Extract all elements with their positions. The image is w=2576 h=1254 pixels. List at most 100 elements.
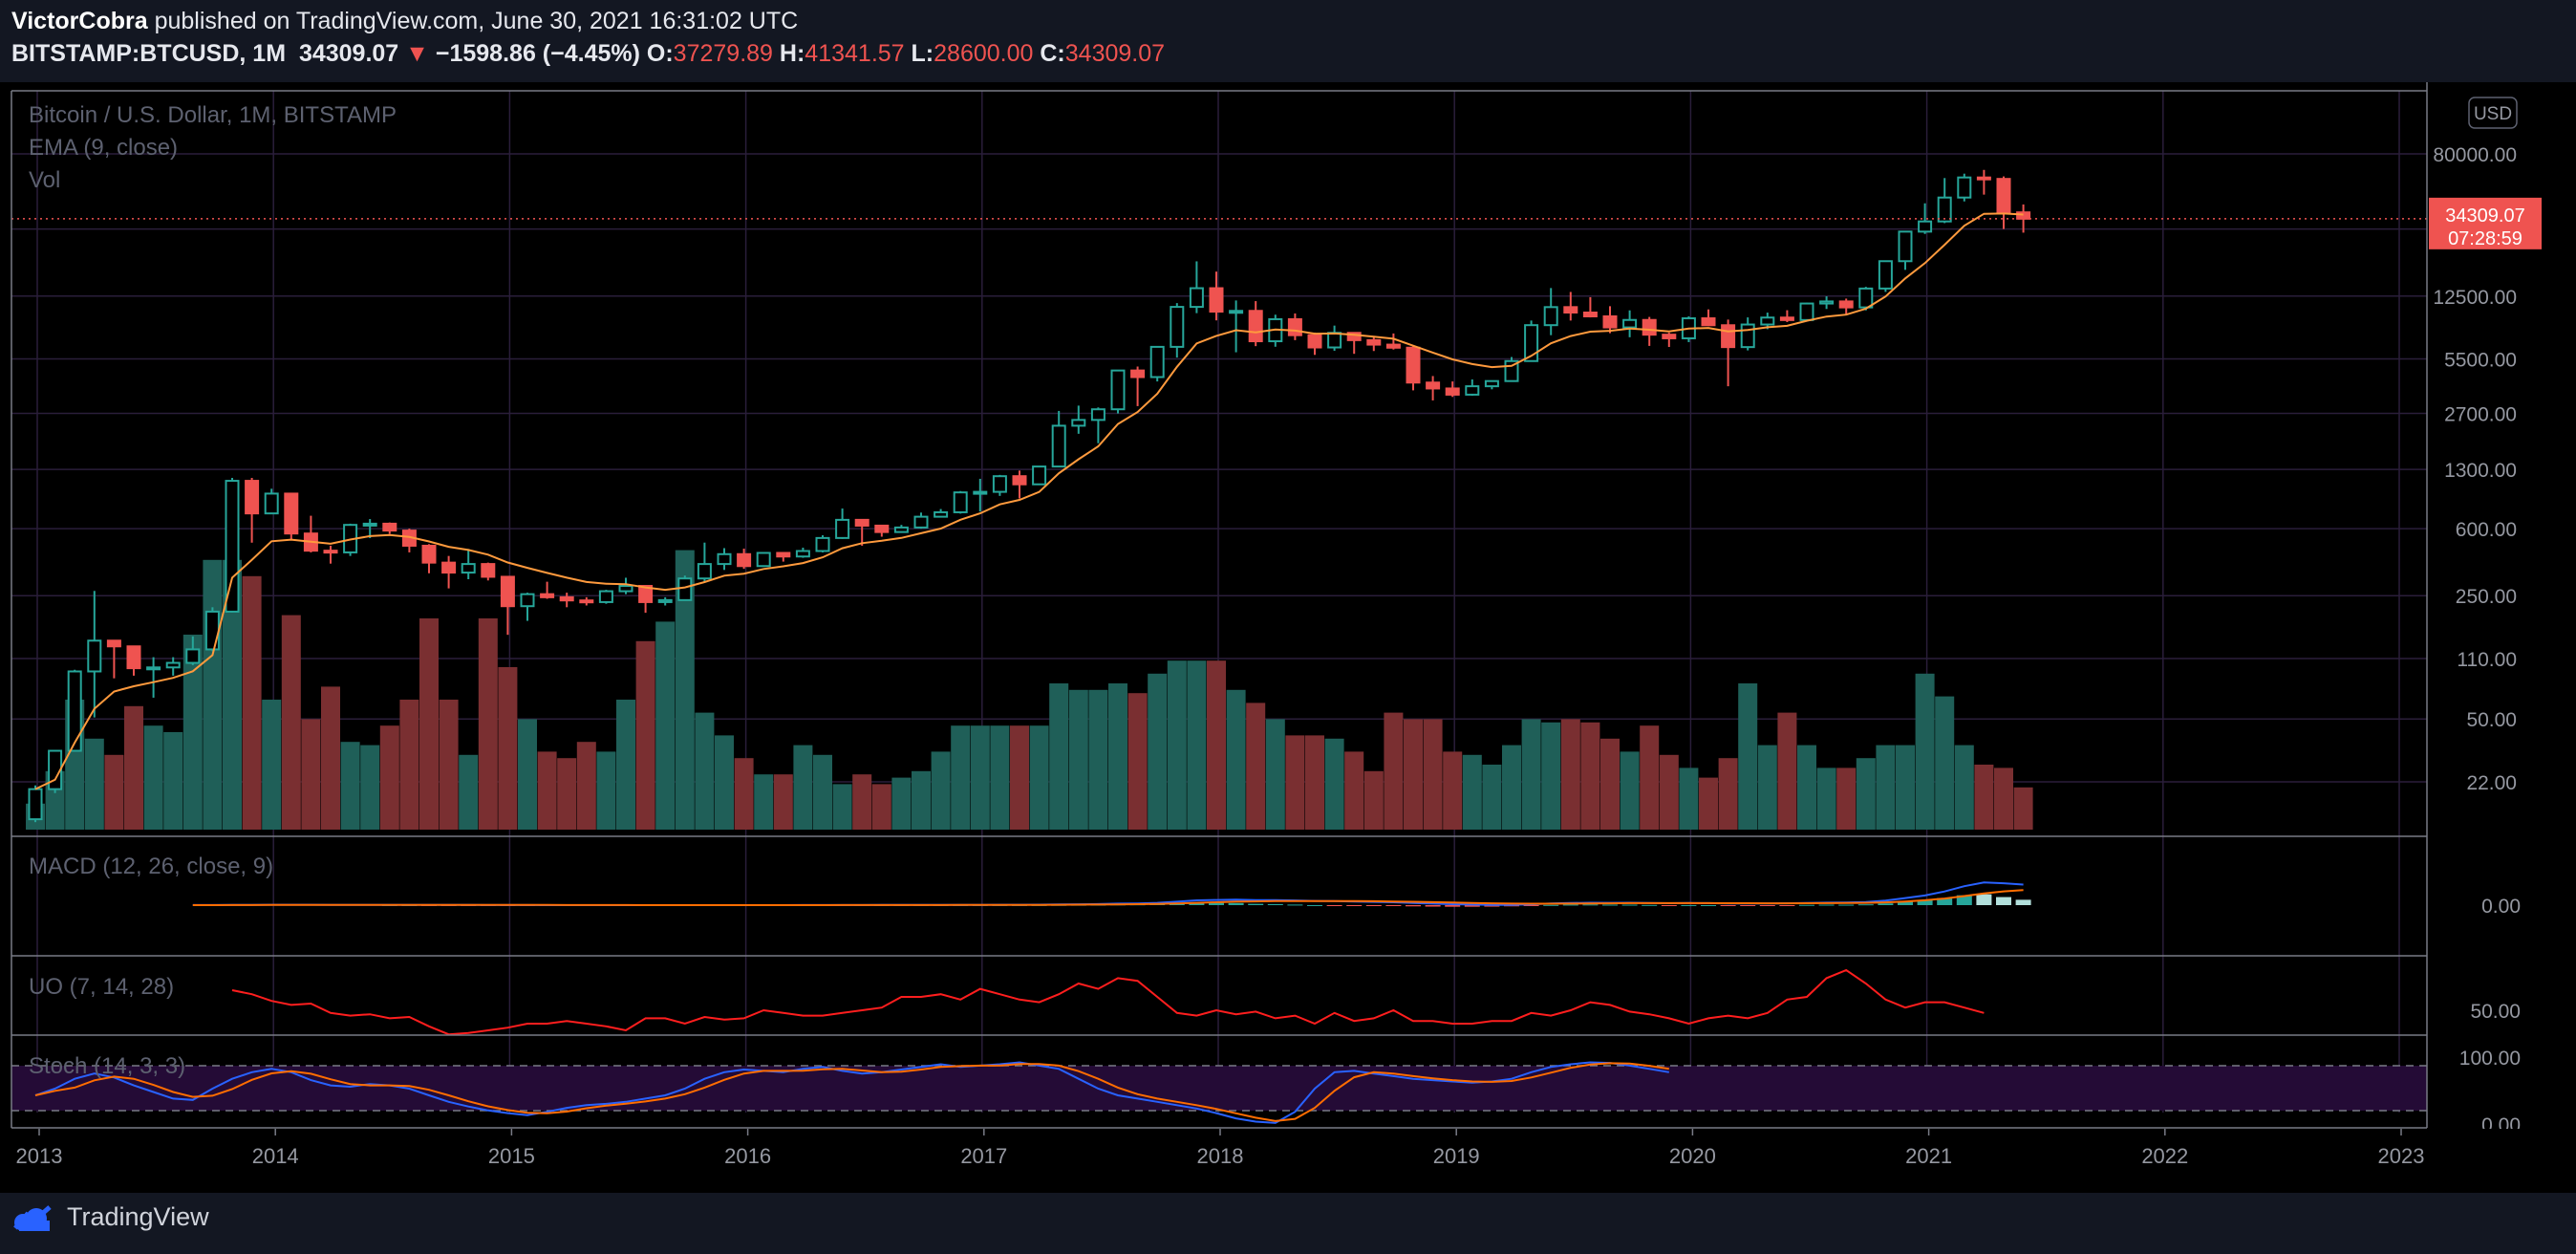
price-chart[interactable]: 80000.0030000.0012500.005500.002700.0013…	[0, 82, 2576, 1193]
volume-bar	[813, 754, 832, 830]
volume-bar	[399, 700, 419, 830]
price-axis[interactable]: 80000.0030000.0012500.005500.002700.0013…	[2426, 82, 2576, 1193]
candle-down	[854, 518, 869, 527]
candle-up	[1740, 323, 1755, 349]
signal-line	[192, 889, 2024, 906]
price-tick-label: 12500.00	[2433, 287, 2517, 309]
volume-bar	[1699, 777, 1718, 830]
volume-bar	[734, 758, 754, 830]
volume-bar	[1777, 712, 1797, 830]
tradingview-cloud-icon	[13, 1204, 52, 1231]
macd-histogram-bar	[1307, 904, 1322, 906]
candle-up	[1090, 408, 1106, 422]
candle-up	[67, 670, 82, 752]
candle-up	[717, 552, 732, 566]
time-axis[interactable]: 2013 2014 2015 2016 2017 2018 2019 2020 2021 2022…	[0, 1129, 2576, 1193]
legends: Bitcoin / U.S. Dollar, 1M, BITSTAMP EMA …	[29, 102, 397, 1079]
legend-uo: UO (7, 14, 28)	[29, 974, 174, 1000]
tradingview-logo[interactable]: TradingView	[11, 1202, 209, 1232]
volume-bar	[1344, 751, 1364, 830]
time-label: 2019	[1433, 1144, 1480, 1168]
low-label: L:	[911, 40, 934, 67]
candle-down	[638, 585, 654, 603]
volume-bar	[84, 738, 104, 830]
macd-histogram-bar	[1346, 905, 1363, 906]
uo-pane	[231, 968, 1985, 1036]
candle-up	[756, 551, 771, 568]
candle-up	[1819, 300, 1835, 305]
candle-down	[1563, 306, 1578, 314]
volume-bar	[1679, 768, 1699, 830]
candle-down	[1701, 317, 1716, 327]
candle-down	[284, 492, 299, 535]
volume-bar	[379, 725, 399, 830]
candle-up	[1858, 287, 1874, 309]
macd-histogram-bar	[2015, 899, 2031, 905]
candle-up	[835, 518, 850, 539]
symbol-label: BITSTAMP:BTCUSD, 1M	[11, 40, 287, 67]
candle-down	[1721, 324, 1736, 349]
volume-bar	[203, 559, 223, 830]
symbol-info: BITSTAMP:BTCUSD, 1M 34309.07 ▼ −1598.86 …	[11, 40, 1165, 68]
volume-bar	[1108, 683, 1127, 830]
candle-down	[559, 595, 574, 602]
stoch-band	[11, 1066, 2427, 1111]
candle-up	[1622, 318, 1638, 329]
macd-histogram-bar	[1759, 905, 1775, 906]
time-label: 2015	[488, 1144, 535, 1168]
change-down-icon: ▼	[405, 40, 429, 67]
publish-info: VictorCobra published on TradingView.com…	[11, 8, 798, 35]
price-tick-label: 250.00	[2456, 586, 2517, 608]
candle-up	[598, 590, 613, 603]
author-name[interactable]: VictorCobra	[11, 8, 148, 34]
candle-down	[1307, 334, 1322, 349]
candle-down	[421, 544, 437, 564]
volume-bar	[1876, 745, 1896, 830]
candle-down	[1582, 311, 1598, 317]
candle-down	[1602, 314, 1618, 329]
low-value: 28600.00	[934, 40, 1034, 67]
macd-histogram-bar	[1562, 904, 1578, 906]
volume-bar	[1954, 745, 1974, 830]
volume-bar	[616, 700, 635, 830]
candle-up	[1170, 306, 1185, 348]
volume-bar	[931, 751, 951, 830]
candle-up	[1937, 196, 1952, 223]
volume-bar	[596, 751, 616, 830]
volume-bar	[970, 725, 990, 830]
candle-up	[697, 563, 712, 580]
candle-up	[146, 666, 161, 671]
candle-up	[657, 598, 673, 603]
macd-histogram-bar	[1287, 904, 1303, 906]
macd-histogram-bar	[1543, 904, 1559, 906]
candle-down	[1209, 287, 1224, 314]
volume-bar	[1502, 745, 1521, 830]
volume-bar	[1068, 689, 1088, 830]
volume-bar	[360, 745, 380, 830]
volume-bar	[1363, 770, 1384, 830]
volume-bar	[1757, 745, 1777, 830]
volume-bar	[301, 719, 321, 830]
legend-vol: Vol	[29, 167, 60, 193]
volume-bar	[321, 686, 340, 830]
volume-bar	[1659, 754, 1679, 830]
macd-histogram-bar	[1425, 905, 1441, 907]
price-tick-label: 2700.00	[2444, 404, 2517, 426]
macd-histogram-bar	[1484, 905, 1500, 907]
volume-bar	[478, 618, 498, 830]
legend-macd: MACD (12, 26, close, 9)	[29, 854, 273, 879]
volume-bar	[1324, 738, 1344, 830]
volume-bar	[1994, 768, 2013, 830]
candle-up	[1051, 424, 1066, 468]
candle-up	[1465, 385, 1480, 396]
volume-bar	[715, 735, 734, 830]
macd-histogram-bar	[1818, 904, 1835, 906]
price-tick-label: 80000.00	[2433, 144, 2517, 166]
candle-up	[618, 585, 633, 593]
candle-up	[1957, 176, 1972, 199]
candle-up	[1878, 260, 1893, 290]
macd-histogram-bar	[1779, 905, 1795, 906]
volume-bar	[1207, 660, 1226, 830]
candle-up	[1918, 220, 1933, 233]
macd-histogram-bar	[1602, 904, 1618, 906]
